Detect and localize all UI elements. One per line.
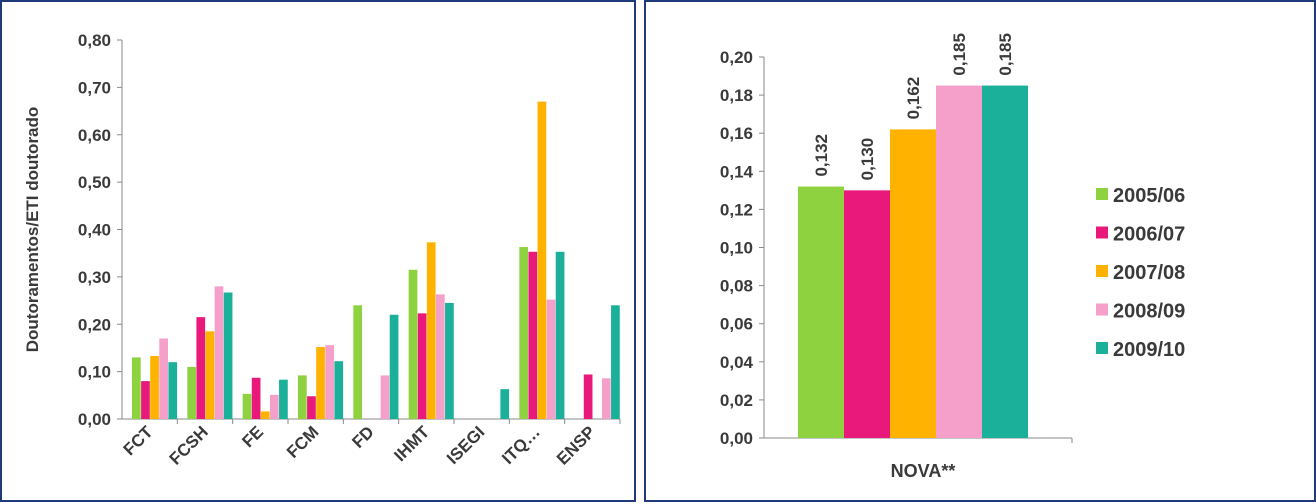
legend-label: 2009/10: [1113, 339, 1185, 361]
bar-fct-2009-10: [168, 362, 178, 419]
legend-label: 2006/07: [1113, 224, 1185, 246]
bar-fcsh-2007-08: [205, 331, 215, 419]
y-tick-label: 0,50: [78, 173, 111, 192]
x-category-label: IHMT: [390, 422, 433, 465]
y-tick-label: 0,06: [720, 315, 753, 334]
y-tick-label: 0,18: [720, 86, 753, 105]
x-category-label: FD: [348, 422, 377, 451]
bar-itq-2009-10: [555, 251, 565, 419]
legend-swatch: [1096, 342, 1108, 354]
legend-label: 2005/06: [1113, 185, 1185, 207]
legend-label: 2007/08: [1113, 262, 1185, 284]
y-tick-label: 0,04: [720, 353, 754, 372]
bar-fcm-2009-10: [334, 361, 344, 419]
bar-fcsh-2006-07: [196, 317, 206, 419]
bar-fe-2006-07: [251, 377, 261, 419]
bar-fcm-2007-08: [316, 346, 325, 419]
y-tick-label: 0,20: [720, 48, 753, 67]
bar-fd-2005-06: [353, 305, 363, 419]
x-category-label: NOVA**: [891, 461, 956, 481]
bar-ensp-2008-09: [601, 378, 611, 419]
right-chart-panel: 0,00 0,02 0,04 0,06 0,08 0,10 0,12 0,14 0,16 0,18…: [644, 0, 1316, 502]
y-tick-label: 0,02: [720, 391, 753, 410]
right-bar-chart: 0,00 0,02 0,04 0,06 0,08 0,10 0,12 0,14 0,16 0,18…: [720, 33, 1185, 481]
data-label: 0,162: [904, 77, 923, 120]
x-category-label: FCM: [283, 422, 322, 461]
y-tick-label: 0,70: [78, 78, 111, 97]
data-label: 0,132: [812, 134, 831, 177]
y-tick-label: 0,20: [78, 315, 111, 334]
bar-nova-2008-09: [936, 85, 982, 438]
bar-nova-2006-07: [844, 190, 890, 438]
bar-itq-2005-06: [519, 247, 529, 419]
bar-ihmt-2005-06: [408, 269, 418, 419]
y-axis-title: Doutoramentos/ETI doutorado: [23, 107, 42, 353]
bar-fct-2008-09: [159, 338, 168, 419]
bar-fcm-2005-06: [298, 375, 307, 419]
bar-fct-2007-08: [150, 355, 159, 419]
bar-fd-2009-10: [389, 314, 399, 419]
data-label: 0,130: [858, 138, 877, 181]
y-tick-label: 0,00: [78, 410, 111, 429]
x-category-label: ENSP: [553, 422, 599, 468]
y-tick-label: 0,00: [720, 429, 753, 448]
bar-ihmt-2008-09: [435, 294, 445, 419]
bar-fcm-2008-09: [325, 345, 334, 419]
y-tick-label: 0,10: [720, 239, 753, 258]
bar-fe-2007-08: [260, 411, 270, 419]
legend-swatch: [1096, 226, 1108, 239]
y-tick-label: 0,80: [78, 31, 111, 50]
bar-fct-2005-06: [132, 357, 141, 419]
left-chart-panel: 0,00 0,10 0,20 0,30 0,40 0,50 0,60 0,70 0,80 Dout…: [0, 0, 636, 502]
y-tick-label: 0,10: [78, 363, 111, 382]
y-tick-label: 0,40: [78, 221, 111, 240]
bar-fe-2009-10: [279, 379, 288, 419]
y-tick-label: 0,12: [720, 200, 753, 219]
bar-nova-2005-06: [798, 186, 844, 438]
bar-itq-2006-07: [528, 251, 538, 419]
bar-isegi-2009-10: [500, 389, 510, 419]
x-category-label: FCT: [120, 422, 157, 459]
bar-nova-2009-10: [982, 85, 1028, 438]
legend-label: 2008/09: [1113, 301, 1185, 323]
bar-ensp-2006-07: [583, 374, 593, 419]
bar-ihmt-2007-08: [426, 242, 436, 419]
y-tick-label: 0,14: [720, 162, 754, 181]
y-tick-label: 0,08: [720, 277, 753, 296]
bar-fcsh-2009-10: [223, 292, 233, 419]
y-tick-label: 0,16: [720, 124, 753, 143]
bar-itq-2008-09: [546, 299, 556, 419]
bar-ensp-2009-10: [611, 305, 620, 419]
bar-fct-2006-07: [141, 381, 150, 419]
legend-swatch: [1096, 265, 1108, 277]
x-category-label: ISEGI: [443, 422, 489, 468]
legend-swatch: [1096, 188, 1108, 200]
x-category-label: FCSH: [166, 422, 212, 468]
data-label: 0,185: [996, 33, 1015, 76]
y-tick-label: 0,60: [78, 126, 111, 145]
bar-fe-2008-09: [269, 394, 279, 419]
bar-fe-2005-06: [242, 393, 252, 419]
bar-fcsh-2005-06: [187, 366, 197, 419]
bar-fcm-2006-07: [307, 396, 316, 419]
bar-fcsh-2008-09: [214, 286, 224, 419]
data-label: 0,185: [950, 33, 969, 76]
bar-itq-2007-08: [537, 101, 547, 420]
x-category-label: ITQ…: [498, 422, 543, 467]
bar-ihmt-2009-10: [445, 302, 454, 419]
x-category-label: FE: [238, 422, 267, 451]
bar-fd-2008-09: [380, 375, 390, 419]
legend-swatch: [1096, 303, 1108, 316]
bar-nova-2007-08: [890, 129, 936, 438]
y-tick-label: 0,30: [78, 268, 111, 287]
left-bar-chart: 0,00 0,10 0,20 0,30 0,40 0,50 0,60 0,70 0,80 Dout…: [23, 31, 621, 469]
bar-ihmt-2006-07: [417, 313, 427, 419]
